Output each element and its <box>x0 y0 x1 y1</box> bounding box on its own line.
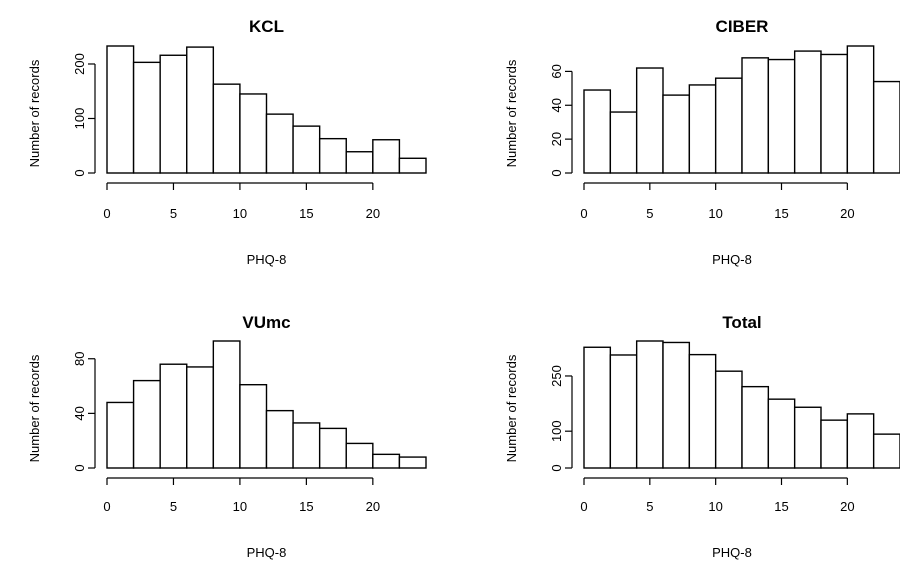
histogram-bar <box>846 413 875 469</box>
histogram-bar <box>583 89 612 174</box>
histogram-bar <box>872 433 900 469</box>
x-tick-label: 10 <box>708 499 722 514</box>
x-tick-label: 20 <box>366 499 380 514</box>
histogram-bar <box>239 93 268 174</box>
histogram-bar <box>239 383 268 469</box>
x-axis-label: PHQ-8 <box>247 545 287 560</box>
panel-total: Total 0 5 10 15 20 PHQ-8 0 100 250 Number of recor… <box>504 313 900 560</box>
x-tick-label: 10 <box>708 206 722 221</box>
histogram-bar <box>212 83 241 174</box>
x-tick-label: 10 <box>233 206 247 221</box>
panel-kcl: KCL 0 5 10 15 20 PHQ-8 0 100 200 Number of records <box>27 17 427 267</box>
histogram-bar <box>186 46 215 174</box>
histogram-bar <box>793 406 822 469</box>
histogram-bar <box>398 157 427 174</box>
y-tick-label: 100 <box>549 420 564 442</box>
histogram-bar <box>106 45 135 174</box>
y-tick-label: 40 <box>549 98 564 112</box>
histogram-bar <box>186 366 215 469</box>
x-tick-label: 0 <box>103 499 110 514</box>
histogram-bar <box>292 422 321 469</box>
histogram-bar <box>741 57 770 174</box>
x-axis-label: PHQ-8 <box>247 252 287 267</box>
x-tick-label: 0 <box>580 499 587 514</box>
y-axis-label: Number of records <box>504 59 519 167</box>
histogram-bar <box>265 113 294 174</box>
histogram-bar <box>106 401 135 469</box>
x-axis-label: PHQ-8 <box>712 545 752 560</box>
histogram-bar <box>872 80 900 174</box>
x-tick-label: 5 <box>170 499 177 514</box>
panel-title: KCL <box>249 17 284 36</box>
histogram-bar <box>714 370 743 469</box>
x-tick-label: 0 <box>103 206 110 221</box>
y-tick-label: 40 <box>72 406 87 420</box>
histogram-bar <box>635 340 664 469</box>
x-tick-label: 15 <box>299 499 313 514</box>
histogram-bar <box>688 84 717 174</box>
histogram-bar <box>767 58 796 174</box>
panel-title: VUmc <box>242 313 290 332</box>
histogram-bar <box>265 409 294 469</box>
y-axis-label: Number of records <box>27 354 42 462</box>
x-tick-label: 5 <box>646 499 653 514</box>
histogram-bar <box>662 94 691 174</box>
y-tick-label: 0 <box>72 464 87 471</box>
histogram-bar <box>345 442 374 469</box>
x-tick-label: 15 <box>774 206 788 221</box>
histogram-bar <box>820 53 849 174</box>
y-axis-label: Number of records <box>504 354 519 462</box>
panel-title: Total <box>722 313 761 332</box>
histogram-bar <box>318 137 347 174</box>
histogram-bar <box>714 77 743 174</box>
histogram-bar <box>635 67 664 174</box>
y-tick-label: 100 <box>72 108 87 130</box>
histogram-bar <box>820 419 849 469</box>
histogram-bar <box>132 379 161 469</box>
histogram-bar <box>212 340 241 469</box>
histogram-bar <box>398 456 427 469</box>
x-tick-label: 15 <box>774 499 788 514</box>
y-tick-label: 60 <box>549 64 564 78</box>
x-tick-label: 20 <box>366 206 380 221</box>
histogram-bar <box>741 385 770 469</box>
y-tick-label: 200 <box>72 53 87 75</box>
histogram-bar <box>688 353 717 469</box>
x-tick-label: 20 <box>840 499 854 514</box>
histogram-bar <box>372 453 401 469</box>
y-tick-label: 80 <box>72 352 87 366</box>
histogram-bar <box>292 125 321 174</box>
panel-ciber: CIBER 0 5 10 15 20 PHQ-8 0 20 40 60 Number of recor… <box>504 17 900 267</box>
histogram-bar <box>159 54 188 174</box>
x-axis-label: PHQ-8 <box>712 252 752 267</box>
y-tick-label: 0 <box>549 464 564 471</box>
histogram-bar <box>846 45 875 174</box>
histogram-bar <box>662 341 691 469</box>
histogram-bar <box>159 363 188 469</box>
y-axis-label: Number of records <box>27 59 42 167</box>
histogram-bar <box>318 427 347 469</box>
y-tick-label: 0 <box>549 169 564 176</box>
x-tick-label: 5 <box>170 206 177 221</box>
x-tick-label: 15 <box>299 206 313 221</box>
histogram-bar <box>583 346 612 469</box>
x-tick-label: 20 <box>840 206 854 221</box>
x-tick-label: 0 <box>580 206 587 221</box>
y-tick-label: 0 <box>72 169 87 176</box>
y-tick-label: 250 <box>549 365 564 387</box>
histogram-bar <box>345 151 374 174</box>
histogram-bar <box>609 354 638 469</box>
x-tick-label: 10 <box>233 499 247 514</box>
histogram-bar <box>372 139 401 174</box>
histogram-bar <box>793 50 822 174</box>
x-tick-label: 5 <box>646 206 653 221</box>
panel-vumc: VUmc 0 5 10 15 20 PHQ-8 0 40 80 Number of records <box>27 313 427 560</box>
y-tick-label: 20 <box>549 132 564 146</box>
panel-title: CIBER <box>716 17 769 36</box>
histogram-bar <box>767 398 796 469</box>
histogram-bar <box>609 111 638 174</box>
histogram-bar <box>132 61 161 174</box>
